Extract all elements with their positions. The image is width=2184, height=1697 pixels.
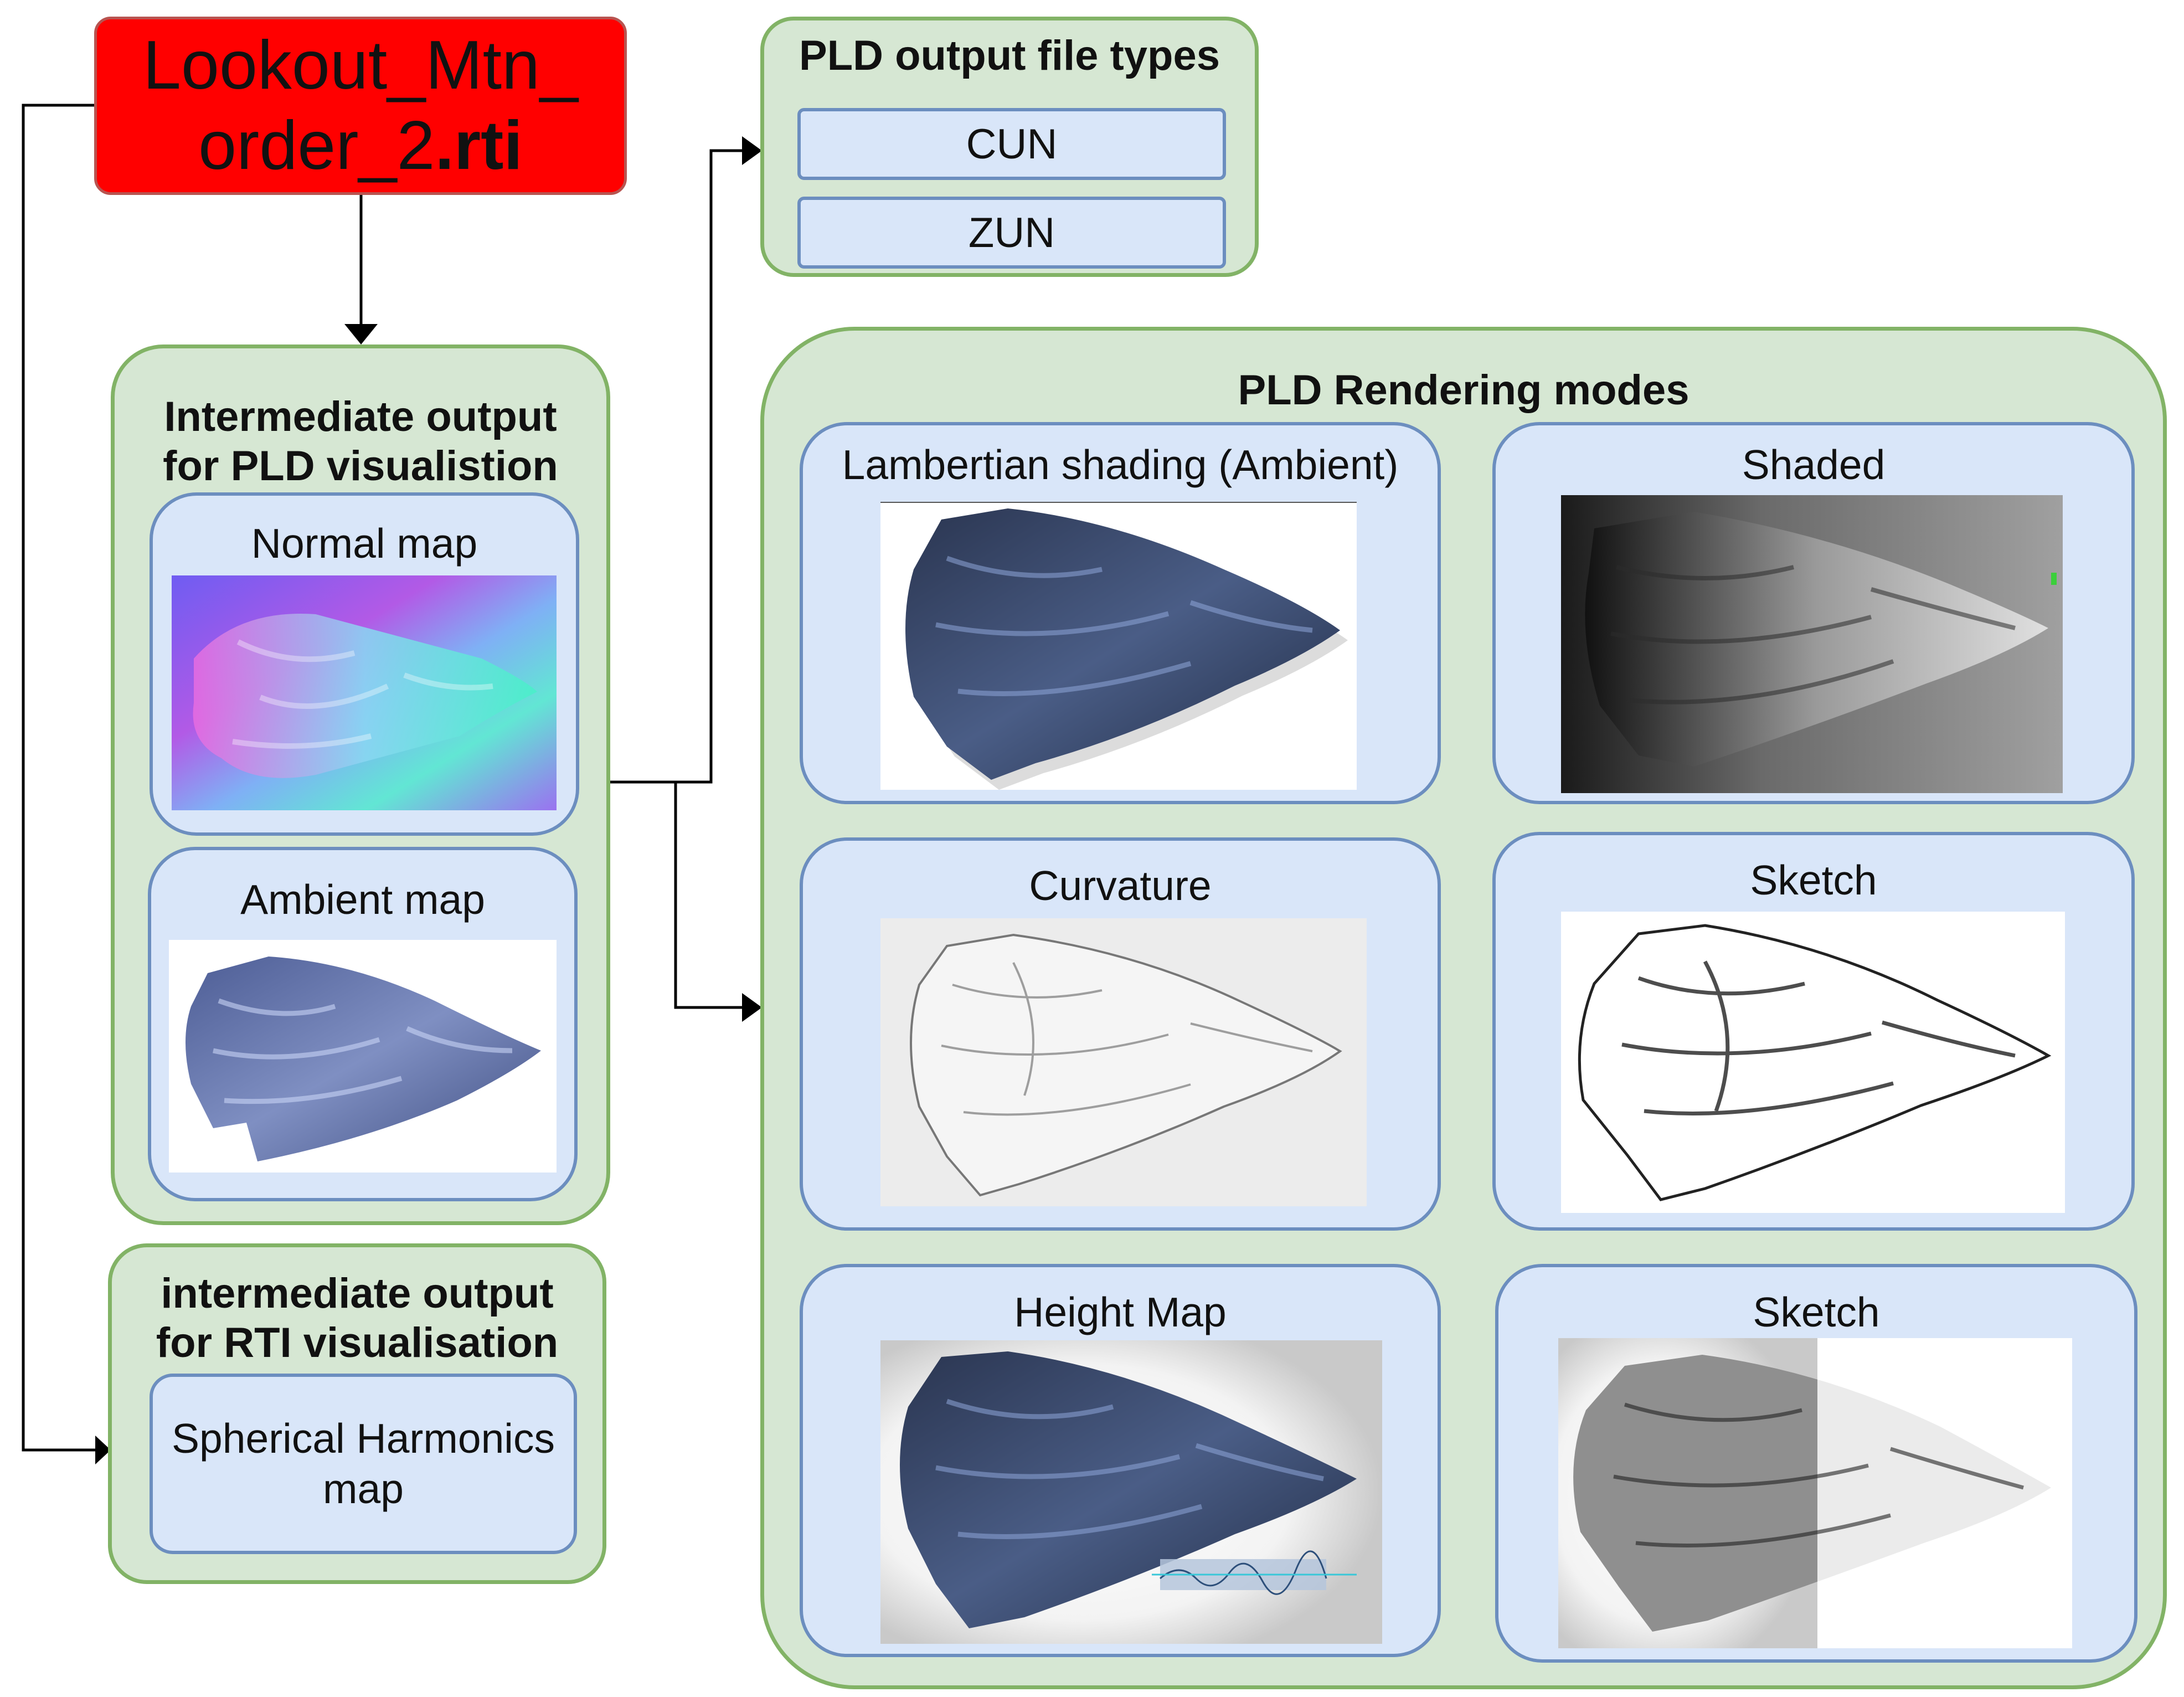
sketch-split-render-image [1558,1338,2072,1648]
mode-shaded-panel: Shaded [1492,422,2135,804]
rti-intermediate-title: intermediate output for RTI visualisatio… [112,1269,602,1368]
rendering-modes-title: PLD Rendering modes [1238,367,1689,414]
arrowhead-rendering [742,993,762,1022]
pld-intermediate-title: Intermediate output for PLD visualistion [115,393,606,491]
mode-curvature-label: Curvature [1029,862,1212,909]
pld-intermediate-title-line1: Intermediate output [164,393,557,440]
mode-sketch-split-panel: Sketch [1495,1264,2137,1663]
curvature-render-image [880,918,1367,1206]
source-file-extension: .rti [435,107,523,184]
normal-map-panel: Normal map [150,492,579,836]
ambient-map-image [169,940,557,1173]
connector-pld-to-filetypes [609,149,745,784]
pld-intermediate-title-line2: for PLD visualistion [163,442,558,490]
file-type-cun: CUN [797,108,1226,180]
file-type-zun: ZUN [797,197,1226,269]
source-file-name-line1: Lookout_Mtn_ [143,27,578,104]
lambertian-render-image [880,502,1357,790]
rendering-modes-group: PLD Rendering modes Lambertian shading (… [760,327,2167,1689]
file-types-title: PLD output file types [799,32,1220,79]
ambient-map-label: Ambient map [240,876,485,923]
source-rti-file-box: Lookout_Mtn_ order_2.rti [94,17,627,195]
spherical-harmonics-panel: Spherical Harmonics map [150,1374,577,1554]
spherical-harmonics-label-line1: Spherical Harmonics [172,1415,555,1462]
mode-height-map-label: Height Map [1014,1289,1227,1335]
normal-map-image [172,575,557,810]
mode-lambertian-label: Lambertian shading (Ambient) [842,441,1399,488]
mode-sketch-split-label: Sketch [1753,1289,1880,1335]
spherical-harmonics-label-line2: map [323,1465,404,1512]
source-file-name-base: order_2 [198,107,435,184]
mode-shaded-label: Shaded [1742,441,1886,488]
file-types-group: PLD output file types CUN ZUN [760,17,1259,277]
mode-sketch-label: Sketch [1750,857,1877,903]
pld-intermediate-group: Intermediate output for PLD visualistion… [111,344,610,1225]
normal-map-label: Normal map [251,520,478,567]
ambient-map-panel: Ambient map [148,847,578,1201]
rti-intermediate-title-line1: intermediate output [161,1270,554,1317]
arrowhead-filetypes [742,136,762,165]
arrowhead-pld [344,324,378,344]
shaded-render-image [1561,495,2063,793]
mode-lambertian-panel: Lambertian shading (Ambient) [800,422,1441,804]
source-file-name-line2: order_2.rti [198,106,523,186]
mode-curvature-panel: Curvature [800,837,1441,1231]
mode-sketch-panel: Sketch [1492,832,2135,1231]
rti-intermediate-group: intermediate output for RTI visualisatio… [108,1243,606,1584]
mode-height-map-panel: Height Map [800,1264,1441,1657]
connector-source-to-rti [22,104,97,1452]
height-map-render-image [880,1340,1382,1644]
rti-intermediate-title-line2: for RTI visualisation [156,1319,559,1366]
connector-pld-to-rendering [674,782,745,1009]
sketch-render-image [1561,912,2065,1213]
